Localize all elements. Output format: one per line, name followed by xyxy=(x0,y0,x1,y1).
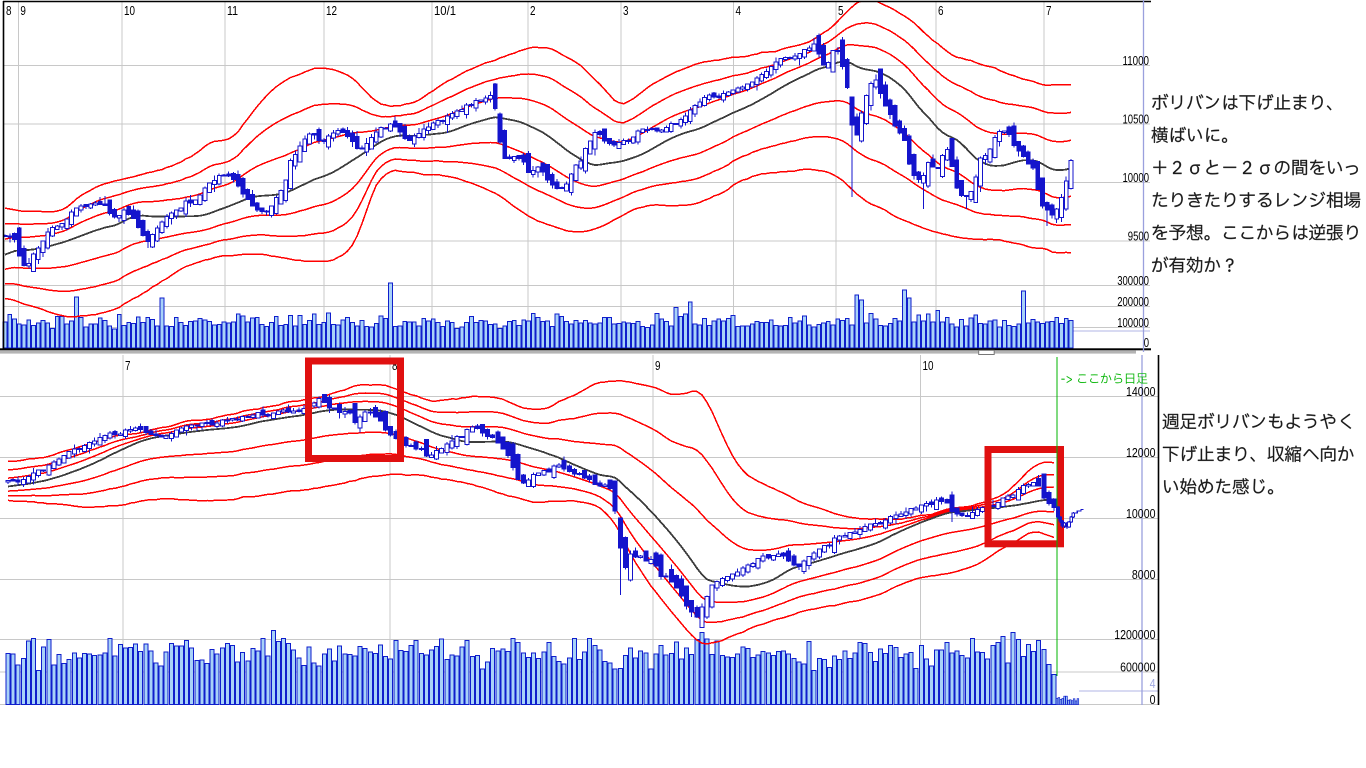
svg-text:10500: 10500 xyxy=(1123,111,1150,126)
svg-text:4: 4 xyxy=(736,3,742,18)
svg-text:10: 10 xyxy=(124,3,135,18)
svg-text:8: 8 xyxy=(392,358,398,373)
svg-text:9: 9 xyxy=(655,358,661,373)
svg-text:8: 8 xyxy=(6,3,12,18)
svg-text:100000: 100000 xyxy=(1117,315,1149,330)
svg-text:14000: 14000 xyxy=(1126,384,1156,399)
svg-text:12: 12 xyxy=(326,3,337,18)
svg-text:3: 3 xyxy=(623,3,629,18)
svg-text:10/1: 10/1 xyxy=(434,3,456,18)
svg-text:2: 2 xyxy=(530,3,536,18)
svg-text:9: 9 xyxy=(20,3,26,18)
svg-text:7: 7 xyxy=(1046,3,1052,18)
svg-text:0: 0 xyxy=(1150,692,1156,707)
svg-text:200000: 200000 xyxy=(1117,294,1149,309)
svg-text:1200000: 1200000 xyxy=(1114,627,1155,642)
svg-text:11000: 11000 xyxy=(1123,53,1150,68)
svg-text:0: 0 xyxy=(1144,335,1149,350)
svg-text:10: 10 xyxy=(923,358,934,373)
svg-text:7: 7 xyxy=(125,358,131,373)
svg-text:10000: 10000 xyxy=(1123,170,1150,185)
svg-text:10000: 10000 xyxy=(1126,506,1156,521)
svg-text:6: 6 xyxy=(938,3,944,18)
svg-text:11: 11 xyxy=(227,3,238,18)
svg-text:4: 4 xyxy=(1150,676,1156,691)
svg-text:600000: 600000 xyxy=(1120,660,1155,675)
svg-text:300000: 300000 xyxy=(1117,273,1149,288)
svg-text:8000: 8000 xyxy=(1132,567,1156,582)
svg-text:5: 5 xyxy=(838,3,844,18)
svg-text:12000: 12000 xyxy=(1126,445,1156,460)
svg-text:9500: 9500 xyxy=(1128,228,1149,243)
